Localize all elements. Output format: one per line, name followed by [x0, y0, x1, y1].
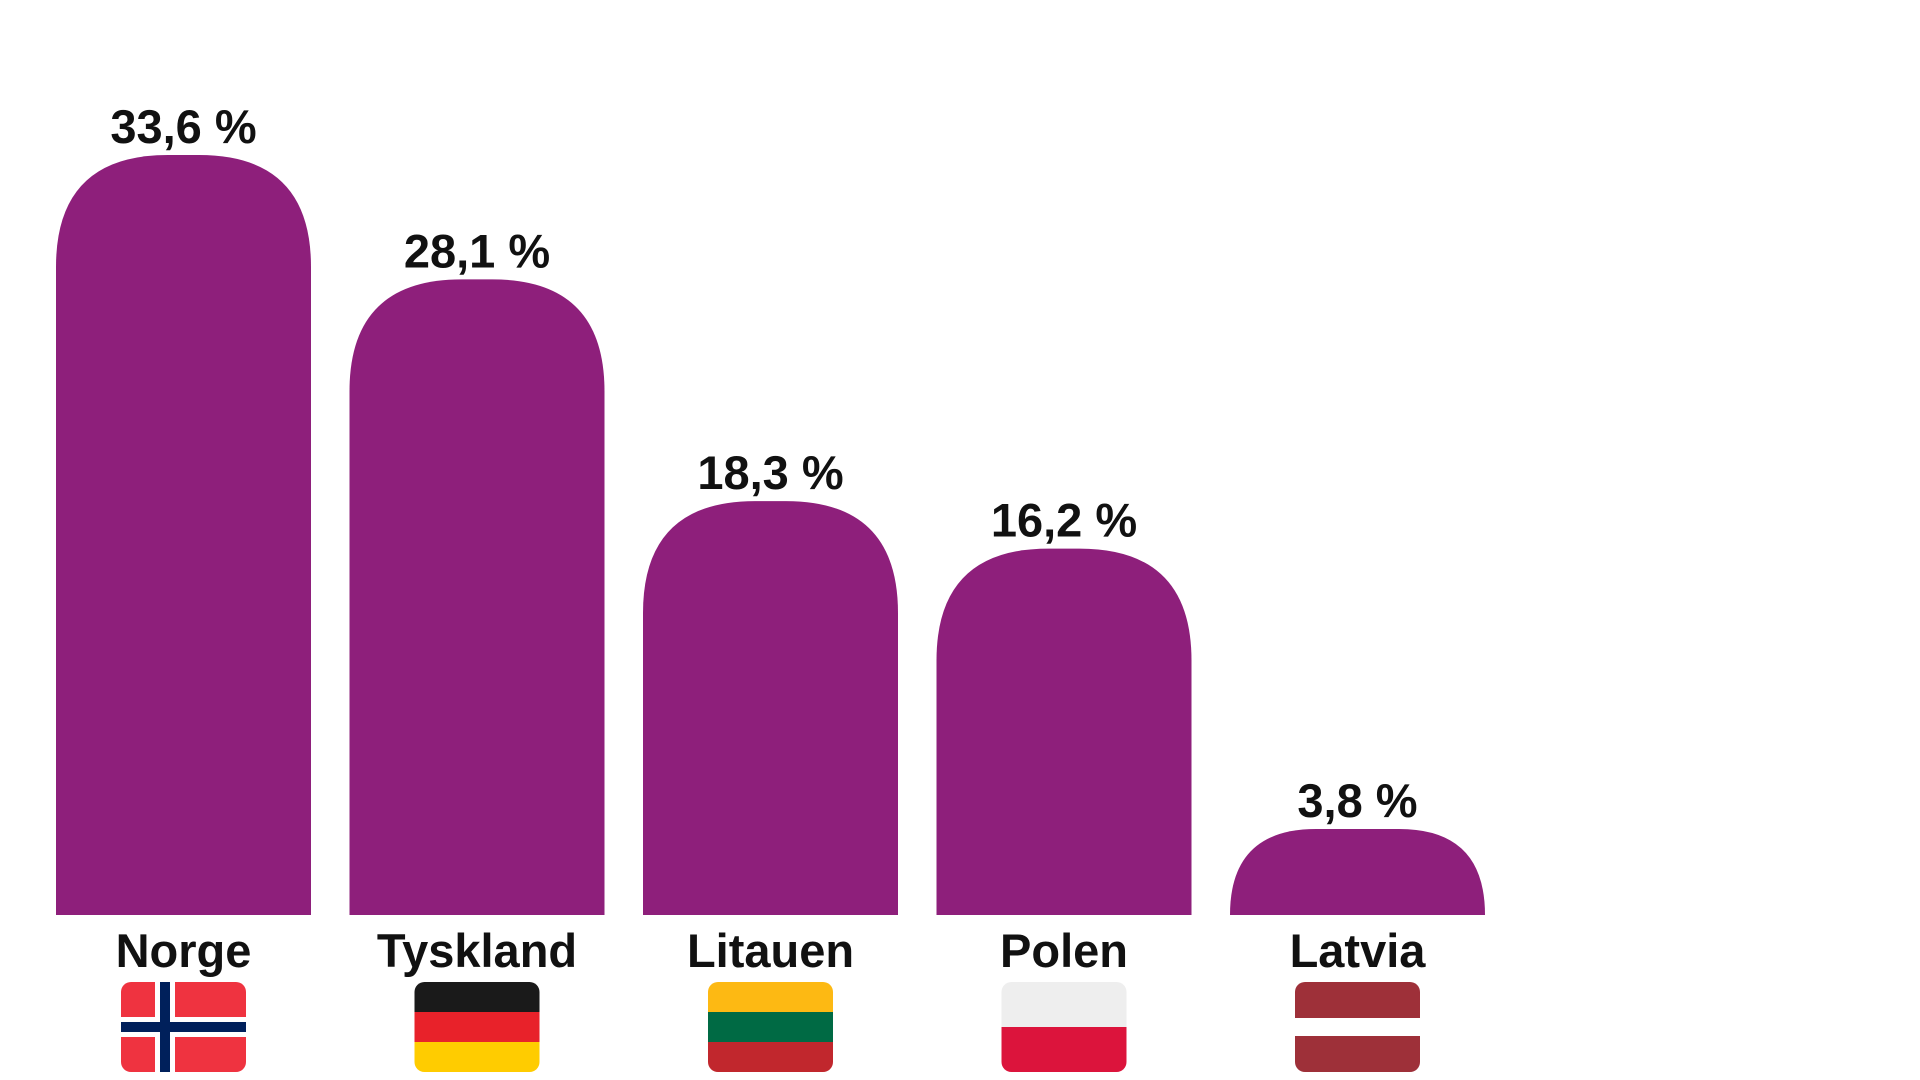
bar-norge [56, 155, 311, 915]
bar-tyskland [349, 279, 605, 915]
category-label-norge: Norge [116, 924, 252, 977]
bar-polen [936, 548, 1192, 915]
value-label-litauen: 18,3 % [697, 446, 843, 499]
value-label-tyskland: 28,1 % [404, 224, 550, 277]
category-label-tyskland: Tyskland [377, 924, 577, 977]
latvia-flag-icon [1295, 982, 1420, 1072]
germany-flag-icon [414, 982, 540, 1072]
flags-layer [121, 982, 1420, 1072]
bar-litauen [643, 501, 898, 915]
category-label-latvia: Latvia [1290, 924, 1427, 977]
category-label-polen: Polen [1000, 924, 1128, 977]
value-label-norge: 33,6 % [110, 100, 256, 153]
poland-flag-icon [1001, 982, 1127, 1072]
labels-layer: 33,6 % Norge 28,1 % Tyskland 18,3 % Litauen 16… [110, 100, 1426, 977]
value-label-latvia: 3,8 % [1297, 774, 1417, 827]
value-label-polen: 16,2 % [991, 494, 1137, 547]
category-label-litauen: Litauen [687, 924, 854, 977]
lithuania-flag-icon [708, 982, 833, 1072]
bar-latvia [1230, 829, 1485, 915]
bars-layer [56, 155, 1485, 915]
norway-flag-icon [121, 982, 246, 1072]
